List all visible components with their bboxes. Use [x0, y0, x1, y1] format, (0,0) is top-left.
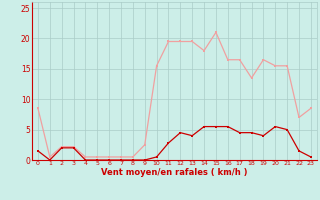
- X-axis label: Vent moyen/en rafales ( km/h ): Vent moyen/en rafales ( km/h ): [101, 168, 248, 177]
